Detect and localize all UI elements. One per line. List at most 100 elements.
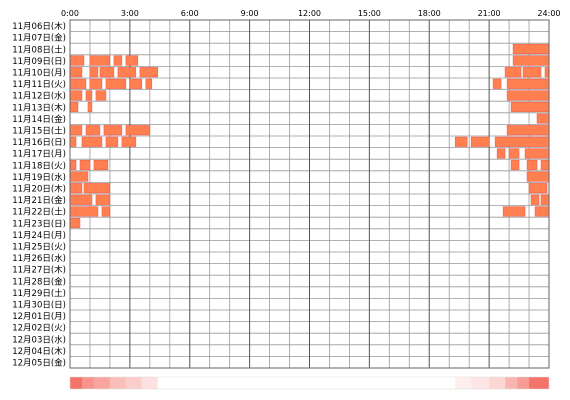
row-date-label: 11月28日(金) [12,276,66,287]
x-tick-label: 12:00 [298,9,321,18]
activity-segment [536,113,550,124]
x-tick-label: 21:00 [478,9,501,18]
row-date-label: 11月21日(金) [12,195,66,206]
summary-segment [70,377,82,389]
activity-segment [69,67,83,78]
activity-segment [506,90,550,101]
activity-segment [69,159,77,171]
row-date-label: 12月05日(金) [12,358,66,369]
activity-segment [103,125,123,136]
activity-segment [510,159,520,171]
activity-segment [89,78,103,89]
summary-bar [69,376,550,390]
row-date-label: 11月24日(月) [12,231,66,241]
activity-segment [129,78,143,89]
x-tick-label: 15:00 [358,9,381,18]
summary-bar-border [69,376,550,390]
activity-segment [69,136,77,147]
activity-segment [105,136,119,147]
activity-segment [121,136,137,147]
row-date-label: 11月16日(日) [12,138,66,148]
summary-segment [489,377,506,389]
row-date-label: 11月23日(日) [12,219,66,229]
activity-segment [69,217,81,229]
row-date-label: 11月09日(日) [12,57,66,67]
activity-segment [89,55,111,66]
summary-segment [125,377,142,389]
x-tick-label: 24:00 [537,9,560,18]
plot-border [69,19,550,369]
activity-segment [508,148,520,159]
activity-segment [512,55,550,66]
activity-segment [89,67,99,78]
activity-segment [69,101,79,113]
row-date-label: 11月12日(水) [12,91,66,102]
activity-segment [69,194,93,205]
activity-segment [87,101,93,113]
summary-segment [517,377,530,389]
activity-segment [470,136,490,147]
activity-segment [69,90,83,101]
x-tick-label: 18:00 [418,9,441,18]
summary-segment [471,377,490,389]
activity-segment [85,125,101,136]
row-date-label: 11月08日(土) [12,44,66,55]
row-date-label: 11月06日(木) [12,21,66,32]
row-date-label: 11月27日(木) [12,265,66,276]
activity-segment [145,78,153,89]
summary-segment [93,377,110,389]
row-date-label: 11月11日(火) [12,80,66,90]
x-tick-label: 0:00 [61,9,79,18]
summary-segment [141,377,158,389]
activity-segment [540,194,550,205]
row-date-label: 12月01日(月) [12,312,66,322]
x-axis-ticks: 0:00 3:00 6:00 9:00 12:00 15:00 18:00 21:00 24:0… [61,9,561,18]
activity-segment [524,148,550,159]
grid-lines [70,20,549,368]
activity-segment [69,206,99,217]
row-date-label: 11月10日(月) [12,69,66,79]
row-date-label: 12月02日(火) [12,324,66,334]
activity-segment [504,67,522,78]
row-date-label: 11月17日(月) [12,150,66,160]
row-date-label: 12月04日(木) [12,346,66,357]
chart-frame [69,19,550,369]
activity-segment [139,67,159,78]
summary-segment [505,377,518,389]
row-date-label: 11月25日(火) [12,243,66,253]
activity-segment [506,125,550,136]
activity-segment [526,171,550,182]
activity-segment [454,136,468,147]
row-date-label: 11月15日(土) [12,126,66,137]
summary-segment [109,377,126,389]
activity-segment [79,159,91,171]
activity-segment [528,183,548,194]
activity-segment [534,206,550,217]
activity-segment [69,78,87,89]
activity-segment [95,90,107,101]
activity-segment [510,101,550,113]
summary-segment [81,377,94,389]
activity-segment [69,171,89,182]
x-tick-label: 3:00 [121,9,139,18]
activity-segment [93,159,109,171]
activity-segment [117,67,137,78]
activity-segment [113,55,123,66]
summary-segment [455,377,472,389]
row-date-label: 11月26日(水) [12,253,66,264]
activity-segment [494,136,550,147]
activity-segment [522,67,542,78]
x-tick-label: 6:00 [181,9,199,18]
row-date-label: 11月20日(木) [12,184,66,195]
summary-segment [529,377,549,389]
row-date-label: 11月07日(金) [12,33,66,44]
activity-segment [83,183,111,194]
activity-segment [85,90,93,101]
activity-segment [95,194,111,205]
activity-segment [125,55,139,66]
row-date-label: 11月30日(日) [12,301,66,311]
activity-segment [81,136,103,147]
activity-segment [99,67,115,78]
row-date-label: 11月13日(木) [12,102,66,113]
